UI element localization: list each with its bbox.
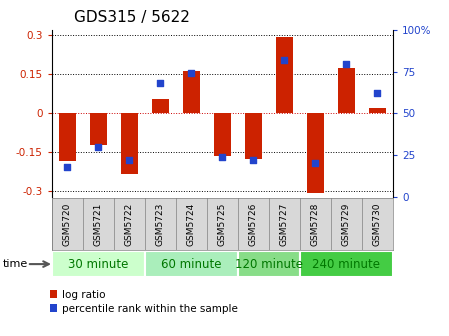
Bar xyxy=(369,108,386,114)
Text: GSM5724: GSM5724 xyxy=(187,203,196,246)
Text: GSM5720: GSM5720 xyxy=(63,203,72,246)
Text: 60 minute: 60 minute xyxy=(161,258,221,270)
Text: GSM5727: GSM5727 xyxy=(280,203,289,246)
Bar xyxy=(214,114,231,156)
Point xyxy=(126,157,133,163)
Text: GSM5721: GSM5721 xyxy=(94,203,103,246)
Point xyxy=(312,161,319,166)
Text: GSM5730: GSM5730 xyxy=(373,203,382,246)
Point xyxy=(281,57,288,63)
Text: GSM5726: GSM5726 xyxy=(249,203,258,246)
Bar xyxy=(276,37,293,114)
Point xyxy=(219,154,226,159)
Bar xyxy=(238,251,300,277)
Bar xyxy=(121,114,138,174)
Bar xyxy=(300,251,393,277)
Bar xyxy=(59,114,76,162)
Bar xyxy=(145,251,238,277)
Bar xyxy=(307,114,324,193)
Bar xyxy=(183,71,200,114)
Point xyxy=(95,144,102,150)
Text: GSM5723: GSM5723 xyxy=(156,203,165,246)
Point xyxy=(64,164,71,169)
Text: GSM5722: GSM5722 xyxy=(125,203,134,246)
Bar xyxy=(152,99,169,114)
Bar xyxy=(52,251,145,277)
Text: 120 minute: 120 minute xyxy=(235,258,303,270)
Point xyxy=(157,81,164,86)
Bar xyxy=(245,114,262,159)
Text: GSM5728: GSM5728 xyxy=(311,203,320,246)
Point xyxy=(188,71,195,76)
Text: time: time xyxy=(2,259,27,269)
Bar xyxy=(338,68,355,114)
Legend: log ratio, percentile rank within the sample: log ratio, percentile rank within the sa… xyxy=(48,288,240,316)
Text: GDS315 / 5622: GDS315 / 5622 xyxy=(74,10,190,25)
Bar xyxy=(90,114,107,144)
Text: GSM5725: GSM5725 xyxy=(218,203,227,246)
Text: GSM5729: GSM5729 xyxy=(342,203,351,246)
Text: 30 minute: 30 minute xyxy=(68,258,128,270)
Point xyxy=(374,91,381,96)
Point xyxy=(250,157,257,163)
Text: 240 minute: 240 minute xyxy=(313,258,380,270)
Point xyxy=(343,61,350,66)
